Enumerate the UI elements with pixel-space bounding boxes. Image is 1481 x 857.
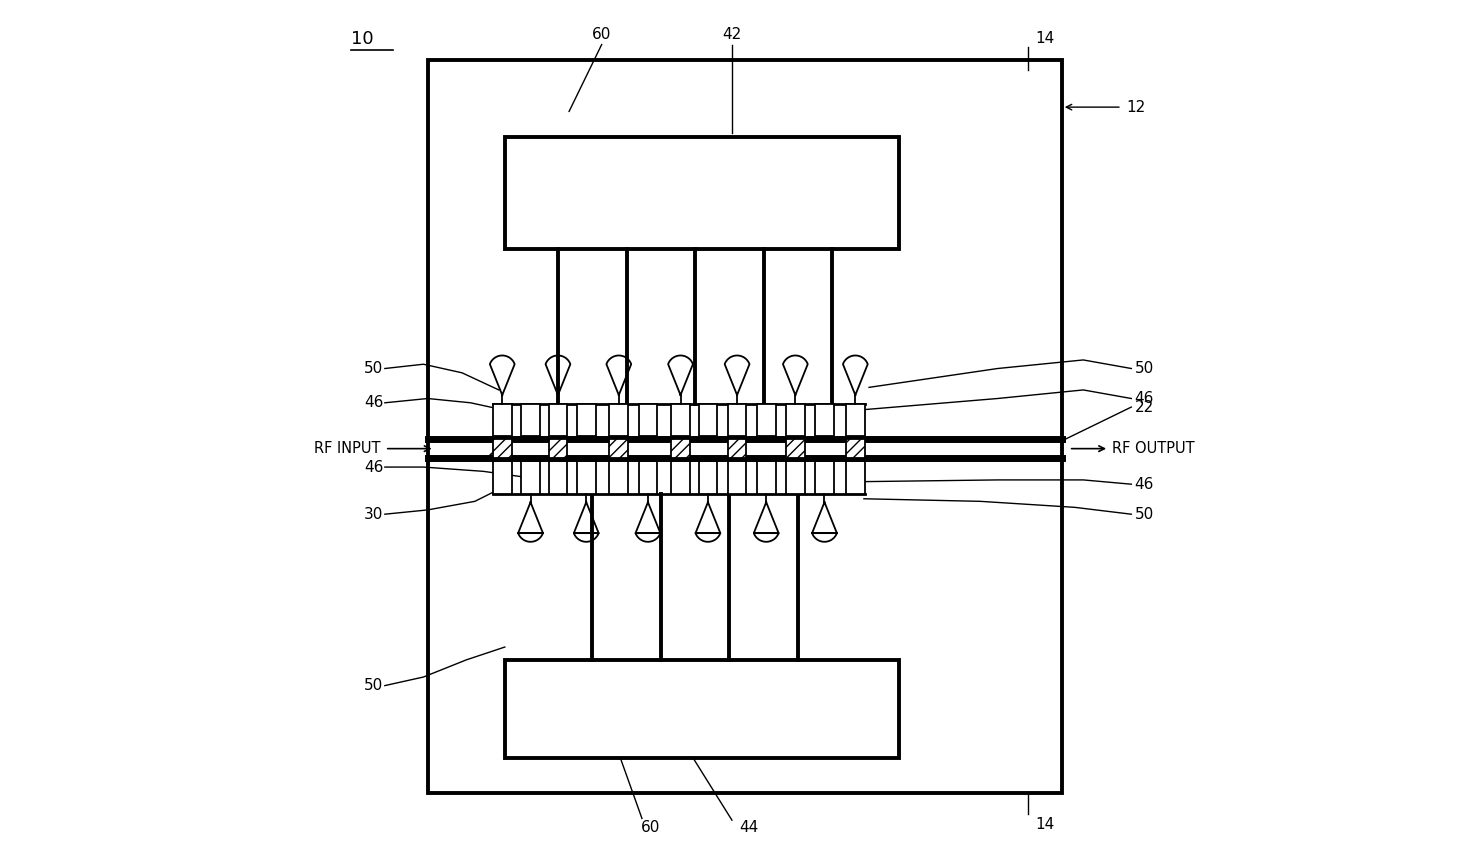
Bar (846, 461, 865, 494)
Bar (521, 404, 541, 436)
Bar (699, 461, 717, 494)
Bar (493, 461, 511, 494)
Bar (699, 404, 717, 436)
Bar (786, 461, 804, 494)
Text: 12: 12 (1126, 99, 1145, 115)
Text: RF INPUT: RF INPUT (314, 441, 381, 456)
Text: 46: 46 (364, 395, 384, 411)
Bar (671, 439, 690, 458)
Bar (727, 404, 746, 436)
Text: 50: 50 (1134, 506, 1154, 522)
Text: 10: 10 (351, 29, 373, 48)
Bar (727, 439, 746, 458)
Text: 22: 22 (1134, 399, 1154, 415)
Bar (548, 439, 567, 458)
Bar (727, 461, 746, 494)
Bar (671, 404, 690, 436)
Text: 50: 50 (364, 361, 384, 376)
Bar (609, 461, 628, 494)
Bar (815, 461, 834, 494)
Text: 46: 46 (1134, 391, 1154, 406)
Bar (505, 660, 899, 758)
Bar (638, 461, 658, 494)
Bar (786, 439, 804, 458)
Text: 14: 14 (1035, 31, 1054, 46)
Bar (493, 404, 511, 436)
Bar (609, 404, 628, 436)
Text: 60: 60 (592, 27, 612, 42)
Text: RF OUTPUT: RF OUTPUT (1112, 441, 1194, 456)
Bar (576, 404, 595, 436)
Bar (576, 461, 595, 494)
Text: 46: 46 (1134, 476, 1154, 492)
Bar (815, 404, 834, 436)
Bar (548, 404, 567, 436)
Bar (638, 404, 658, 436)
Text: 50: 50 (364, 678, 384, 693)
Bar (521, 461, 541, 494)
Bar (846, 439, 865, 458)
Text: 60: 60 (641, 819, 661, 835)
Bar (786, 404, 804, 436)
Text: 42: 42 (723, 27, 742, 42)
Bar (493, 439, 511, 458)
Bar (548, 461, 567, 494)
Bar (757, 404, 776, 436)
Text: 46: 46 (364, 459, 384, 475)
Bar (846, 404, 865, 436)
Text: 14: 14 (1035, 817, 1054, 832)
Text: 50: 50 (1134, 361, 1154, 376)
Bar (505, 137, 899, 249)
Bar (609, 439, 628, 458)
Bar (671, 461, 690, 494)
Text: 30: 30 (364, 506, 384, 522)
Bar (757, 461, 776, 494)
Text: 44: 44 (739, 819, 758, 835)
Bar (428, 60, 1062, 793)
